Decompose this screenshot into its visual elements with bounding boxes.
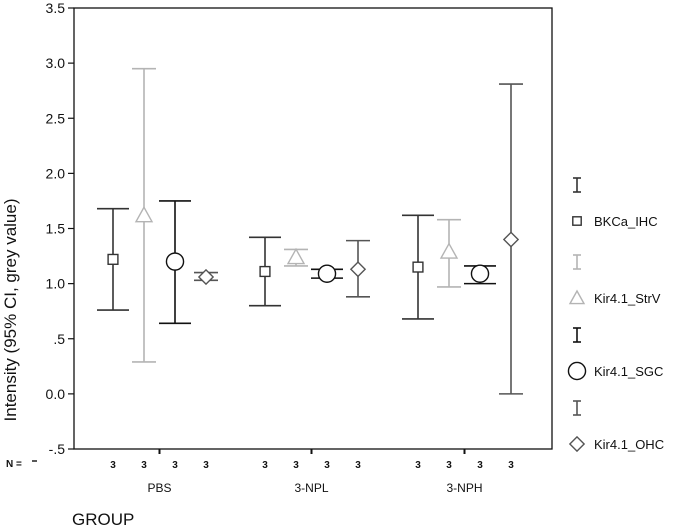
n-count: 3 [110,460,116,471]
n-count: 3 [293,460,299,471]
plot-frame [73,7,553,450]
category-label: 3-NPL [294,481,328,495]
mean-marker-triangle [439,242,459,259]
error-bar-Kir4.1_StrV-3-NPL [284,247,308,267]
legend-label: Kir4.1_SGC [594,364,663,379]
error-bar-Kir4.1_OHC-PBS [194,268,218,286]
legend-label: Kir4.1_StrV [594,291,661,306]
mean-marker-square [107,253,119,265]
n-count: 3 [203,460,209,471]
mean-marker-square [259,265,271,278]
mean-marker-circle [317,264,337,283]
y-tick-label: 3.5 [46,0,66,16]
n-count: 3 [262,460,268,471]
n-count: 3 [415,460,421,471]
category-label: PBS [147,481,171,495]
error-bar-Kir4.1_StrV-3-NPH [437,218,461,288]
mean-marker-diamond [197,268,215,286]
n-count: 3 [508,460,514,471]
mean-marker-diamond [349,261,367,278]
legend: BKCa_IHC Kir4.1_StrV Kir4.1_SGC Kir4.1_OHC [567,177,664,453]
legend-label: Kir4.1_OHC [594,437,664,452]
legend-label: BKCa_IHC [594,214,658,229]
error-bar-Kir4.1_OHC-3-NPL [346,239,370,298]
n-count: 3 [355,460,361,471]
mean-marker-diamond [502,231,520,248]
n-label: N = [6,459,22,470]
y-tick-label: 0.0 [46,386,66,402]
plot-area [97,67,523,395]
mean-marker-triangle [134,205,154,223]
category-label: 3-NPH [446,481,482,495]
y-axis: 3.5 3.0 2.5 2.0 1.5 1.0 .5 0.0 -.5 [46,0,74,457]
legend-marker-square [572,216,582,226]
mean-marker-square [412,261,424,273]
legend-item-Kir4.1_SGC: Kir4.1_SGC [567,327,663,381]
error-bar-Kir4.1_StrV-PBS [132,67,156,363]
error-bar-Kir4.1_SGC-3-NPL [311,264,343,283]
legend-item-BKCa_IHC: BKCa_IHC [572,177,658,229]
error-bar-BKCa_IHC-PBS [97,207,129,311]
error-bar-BKCa_IHC-3-NPL [249,236,281,307]
y-tick-label: 2.5 [46,110,66,126]
legend-item-Kir4.1_StrV: Kir4.1_StrV [568,254,661,306]
y-axis-title: Intensity (95% CI, grey value) [1,199,20,422]
y-tick-label: 1.0 [46,276,66,292]
legend-marker-circle [567,361,587,381]
n-count: 3 [324,460,330,471]
legend-marker-diamond [568,435,586,453]
y-tick-label: 3.0 [46,55,66,71]
legend-item-Kir4.1_OHC: Kir4.1_OHC [568,400,664,453]
y-tick-label: .5 [53,331,65,347]
n-count: 3 [477,460,483,471]
n-count: 3 [172,460,178,471]
n-count: 3 [141,460,147,471]
x-axis-title: GROUP [72,510,134,529]
error-bar-BKCa_IHC-3-NPH [402,214,434,320]
error-bar-Kir4.1_OHC-3-NPH [499,83,523,395]
error-bar-Kir4.1_SGC-3-NPH [464,264,496,285]
mean-marker-circle [470,264,490,283]
error-bar-Kir4.1_SGC-PBS [159,200,191,325]
mean-marker-circle [165,252,185,271]
y-tick-label: -.5 [49,441,66,457]
y-tick-label: 1.5 [46,221,66,237]
y-tick-label: 2.0 [46,165,66,181]
n-count: 3 [446,460,452,471]
legend-marker-triangle [568,289,586,305]
mean-marker-triangle [286,247,306,265]
